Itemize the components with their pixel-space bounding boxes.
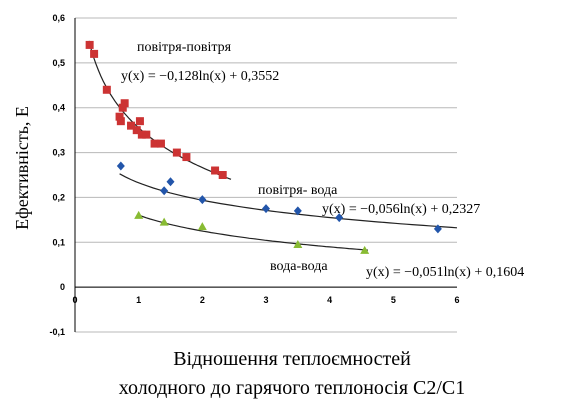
y-tick-label: 0 [60, 282, 65, 292]
y-tick-label: 0,6 [52, 13, 65, 23]
data-point-diamond [262, 204, 270, 214]
trend-formula-air-water: y(x) = −0,056ln(x) + 0,2327 [322, 202, 480, 217]
data-point-triangle [360, 245, 370, 254]
trend-line-2 [138, 214, 368, 251]
data-point-square [90, 49, 99, 58]
series-label-air-water: повітря- вода [258, 183, 338, 198]
trend-formula-air-air: y(x) = −0,128ln(x) + 0,3552 [121, 69, 279, 84]
data-point-square [150, 139, 159, 148]
data-point-square [182, 153, 191, 162]
data-point-triangle [159, 217, 169, 226]
data-point-square [218, 171, 227, 179]
series-label-air-air: повітря-повітря [137, 40, 232, 55]
trend-line-0 [88, 40, 232, 180]
data-point-diamond [335, 213, 344, 223]
y-axis-label: Ефективність, E [12, 106, 32, 230]
y-tick-label: 0,3 [52, 148, 65, 158]
x-tick-label: 0 [72, 295, 77, 305]
y-tick-labels: 0,6 0,5 0,4 0,3 0,2 0,1 0 -0,1 [49, 13, 65, 337]
data-point-diamond [293, 206, 302, 216]
data-point-square [135, 117, 144, 126]
data-point-square [156, 139, 165, 148]
data-point-diamond [166, 177, 175, 187]
x-tick-labels: 0 1 2 3 4 5 6 [72, 295, 459, 305]
axes [74, 18, 457, 332]
data-point-square [115, 112, 124, 121]
y-tick-label: 0,4 [52, 103, 65, 113]
data-point-diamond [160, 186, 169, 196]
x-tick-label: 3 [263, 295, 268, 305]
data-point-square [211, 166, 220, 175]
data-points [85, 40, 442, 254]
data-point-square [85, 40, 94, 49]
data-point-square [102, 85, 111, 94]
data-point-diamond [116, 161, 125, 171]
x-tick-label: 2 [200, 295, 205, 305]
data-point-square [120, 99, 129, 108]
y-tick-label: 0,2 [52, 192, 65, 202]
x-axis-label-line-2: холодного до гарячого теплоносія C2/C1 [118, 377, 466, 399]
data-point-triangle [293, 240, 303, 249]
data-point-square [118, 103, 127, 112]
y-tick-label: 0,5 [52, 58, 65, 68]
data-point-square [116, 117, 125, 126]
x-tick-label: 4 [327, 295, 332, 305]
trend-formula-water-water: y(x) = −0,051ln(x) + 0,1604 [366, 265, 524, 280]
data-point-square [137, 130, 146, 139]
grid-lines [75, 17, 457, 333]
data-point-diamond [198, 195, 207, 205]
x-tick-label: 1 [136, 295, 141, 305]
x-tick-label: 6 [454, 295, 459, 305]
series-label-water-water: вода-вода [270, 259, 328, 274]
y-tick-label: 0,1 [52, 237, 65, 247]
data-point-square [127, 121, 136, 130]
data-point-square [172, 148, 181, 157]
data-point-triangle [197, 222, 207, 231]
trend-line-1 [119, 173, 458, 229]
x-axis-label-line-1: Відношення теплоємностей [173, 348, 411, 370]
data-point-diamond [433, 224, 442, 234]
data-point-triangle [134, 210, 144, 219]
x-tick-label: 5 [391, 295, 396, 305]
y-tick-label: -0,1 [49, 327, 65, 337]
data-point-square [142, 130, 151, 139]
data-point-square [132, 126, 141, 135]
